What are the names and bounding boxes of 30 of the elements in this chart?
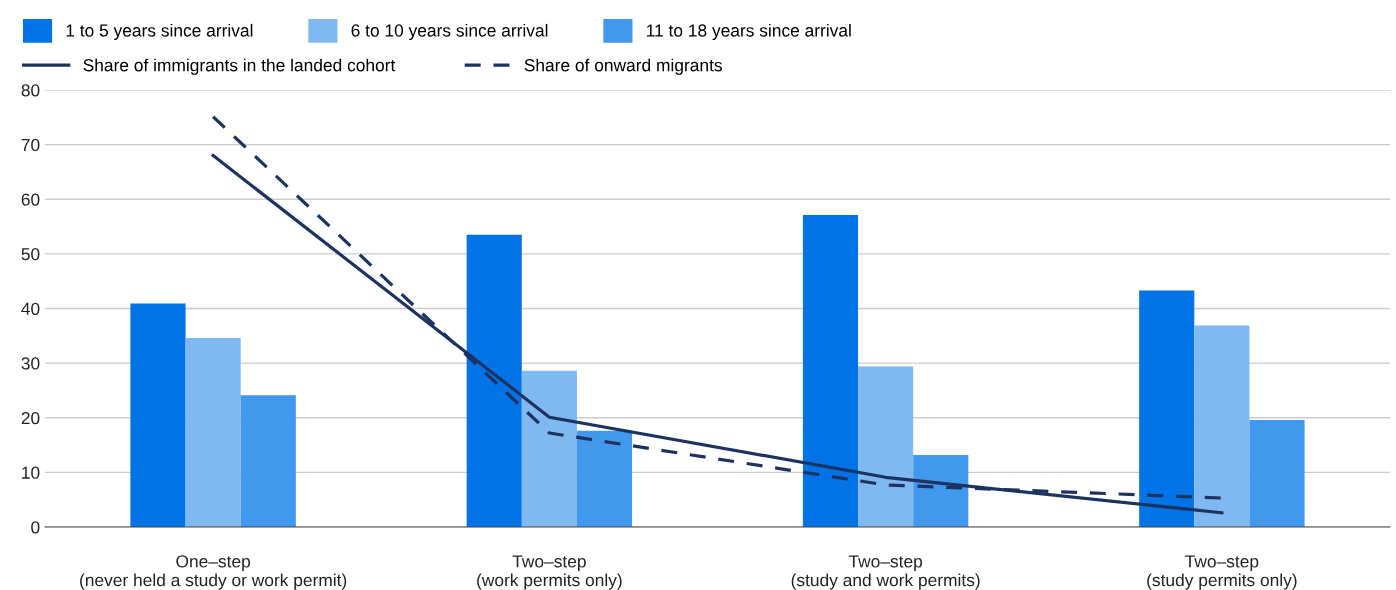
bar <box>1139 290 1195 527</box>
y-tick-label: 0 <box>31 521 40 534</box>
y-tick-label: 80 <box>21 84 40 97</box>
x-tick-label: Two–step (work permits only) <box>477 555 622 590</box>
legend-label: Share of immigrants in the landed cohort <box>83 58 396 75</box>
legend-label: 11 to 18 years since arrival <box>647 23 851 41</box>
y-tick-label: 60 <box>21 193 40 206</box>
bar <box>858 366 914 527</box>
bar <box>1194 325 1250 527</box>
bar <box>240 395 296 527</box>
legend-label: Share of onward migrants <box>524 58 722 75</box>
legend-label: 1 to 5 years since arrival <box>66 23 253 41</box>
bar <box>521 370 577 527</box>
y-tick-label: 50 <box>21 248 40 261</box>
bar <box>802 215 859 527</box>
bar <box>913 454 969 527</box>
bar <box>130 303 186 527</box>
bar <box>185 338 241 527</box>
x-tick-label: One–step (never held a study or work permit) <box>80 555 347 590</box>
legend-label: 6 to 10 years since arrival <box>351 23 548 41</box>
y-tick-label: 10 <box>22 466 40 479</box>
x-tick-label: Two–step (study and work permits) <box>791 555 980 590</box>
bar <box>466 234 522 527</box>
bar <box>1249 419 1305 527</box>
y-tick-label: 30 <box>21 357 40 370</box>
y-tick-label: 40 <box>21 302 40 315</box>
y-tick-label: 70 <box>21 138 40 152</box>
x-tick-label: Two–step (study permits only) <box>1147 555 1297 590</box>
y-tick-label: 20 <box>21 411 40 425</box>
bar <box>576 430 633 527</box>
